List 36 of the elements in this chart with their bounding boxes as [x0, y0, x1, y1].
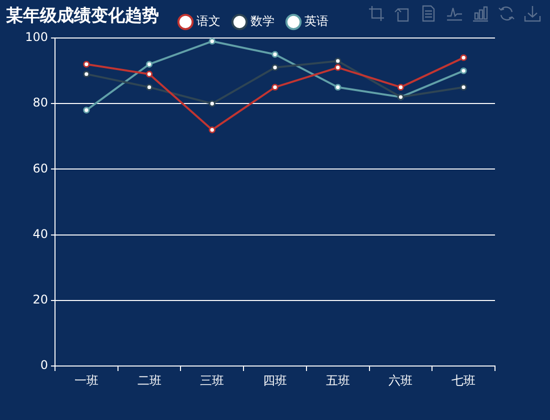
y-tick-label: 40	[32, 226, 48, 241]
point	[208, 126, 216, 134]
point	[397, 84, 404, 91]
point	[272, 84, 278, 91]
x-tick-label: 三班	[200, 373, 224, 388]
point	[83, 70, 90, 78]
y-tick-label: 20	[32, 292, 48, 307]
legend-label: 数学	[250, 14, 274, 28]
x-tick-label: 七班	[452, 373, 476, 388]
x-tick-label: 五班	[326, 373, 350, 388]
point	[146, 60, 153, 68]
point	[83, 106, 90, 114]
point	[460, 84, 467, 91]
point	[460, 54, 467, 62]
y-tick-label: 100	[25, 30, 48, 44]
y-tick-label: 80	[32, 96, 48, 110]
legend-label: 英语	[304, 14, 328, 28]
y-tick-label: 60	[32, 161, 48, 176]
x-tick-label: 四班	[263, 373, 287, 388]
point	[460, 67, 467, 74]
x-tick-label: 六班	[388, 373, 413, 388]
point	[334, 58, 342, 64]
x-tick-label: 二班	[137, 373, 162, 388]
point	[146, 84, 153, 91]
point	[83, 60, 90, 68]
chart-title: 某年级成绩变化趋势	[6, 5, 159, 27]
y-tick-label: 0	[40, 358, 48, 372]
point	[334, 64, 342, 71]
x-tick-label: 一班	[74, 373, 98, 388]
legend-label: 语文	[196, 14, 220, 28]
point	[146, 70, 153, 78]
point	[334, 84, 342, 91]
point	[208, 100, 216, 107]
point	[272, 64, 278, 71]
point	[272, 51, 278, 58]
point	[208, 38, 216, 45]
